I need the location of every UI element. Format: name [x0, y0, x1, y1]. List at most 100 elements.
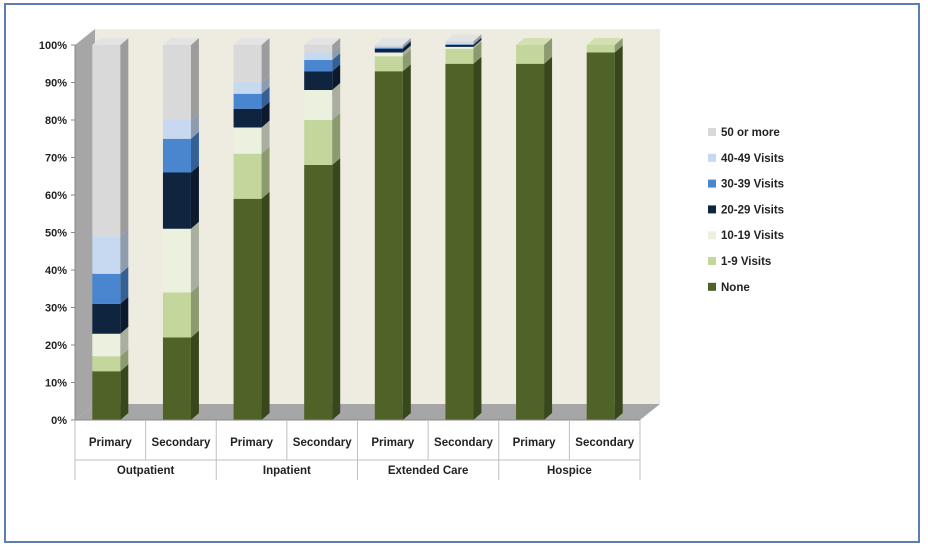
- bar-segment-front: [304, 71, 333, 90]
- bar-top: [92, 38, 129, 45]
- x-group-label: Inpatient: [263, 465, 311, 477]
- bar-segment-side: [473, 41, 482, 64]
- bar-segment-front: [162, 228, 191, 293]
- bar-segment-side: [261, 38, 270, 83]
- bar-segment: [233, 101, 270, 128]
- bar-segment-side: [332, 53, 341, 72]
- x-category-label: Secondary: [293, 437, 352, 449]
- x-axis: Primary Secondary Primary Secondary Primary S…: [74, 419, 641, 480]
- bar-segment-side: [120, 326, 129, 357]
- bar-segment-front: [516, 45, 545, 64]
- bar-segment-front: [304, 165, 333, 420]
- bar-segment: [445, 38, 482, 47]
- bar-segment-side: [190, 131, 199, 173]
- x-group-label: Outpatient: [117, 465, 175, 477]
- bar-segment: [92, 364, 129, 420]
- stacked-bar: [92, 38, 129, 420]
- x-category-label: Primary: [371, 437, 414, 449]
- bar-segment-side: [261, 191, 270, 420]
- stacked-bar: [162, 38, 199, 420]
- bar-segment-front: [233, 127, 262, 154]
- bar-segment: [233, 38, 270, 83]
- bar-segment-side: [120, 349, 129, 372]
- bar-segment: [445, 37, 482, 45]
- bar-segment-side: [332, 64, 341, 90]
- bar-segment: [92, 349, 129, 372]
- bar-top: [374, 38, 411, 45]
- bar-segment: [162, 131, 199, 173]
- chart-walls: [75, 29, 660, 420]
- legend-label: 1-9 Visits: [721, 256, 771, 268]
- bar-segment-side: [473, 37, 482, 45]
- bar-segment: [233, 120, 270, 154]
- legend-label: 10-19 Visits: [721, 230, 784, 242]
- bar-segment-front: [374, 46, 403, 48]
- bar-segment: [304, 53, 341, 72]
- bar-segment: [445, 34, 482, 44]
- bar-segment-front: [304, 120, 333, 165]
- bar-segment: [233, 146, 270, 199]
- bar-segment: [516, 38, 553, 64]
- legend-swatch: [708, 179, 716, 188]
- bar-top: [586, 38, 623, 45]
- bar-segment: [445, 41, 482, 64]
- legend-item: 30-39 Visits: [708, 179, 784, 191]
- bar-segment-side: [332, 113, 341, 165]
- legend-item: 1-9 Visits: [708, 256, 771, 268]
- bar-segment: [374, 41, 411, 53]
- legend-label: 50 or more: [721, 127, 780, 139]
- legend-item: 50 or more: [708, 127, 780, 139]
- bar-segment-front: [304, 52, 333, 60]
- bar-segment-front: [374, 71, 403, 420]
- bar-segment-front: [162, 45, 191, 120]
- bar-segment-front: [374, 47, 403, 49]
- legend-swatch: [708, 153, 716, 162]
- bar-segment: [374, 64, 411, 420]
- bar-segment-side: [473, 39, 482, 49]
- bar-segment-front: [304, 60, 333, 72]
- legend-item: 10-19 Visits: [708, 230, 784, 242]
- bar-segment: [162, 285, 199, 338]
- bar-segment-front: [233, 153, 262, 199]
- bar-segment: [374, 45, 411, 57]
- side-wall: [75, 29, 95, 420]
- bar-segment-front: [233, 108, 262, 128]
- bar-segment-side: [544, 38, 553, 64]
- x-group-label: Hospice: [547, 465, 592, 477]
- bar-segment-front: [233, 82, 262, 94]
- y-tick-label: 40%: [45, 265, 67, 277]
- bar-segment: [162, 165, 199, 229]
- bar-segment: [445, 56, 482, 420]
- legend-item: 40-49 Visits: [708, 153, 784, 165]
- bar-segment-front: [445, 46, 474, 49]
- y-tick-label: 50%: [45, 228, 67, 240]
- y-tick-label: 90%: [45, 78, 67, 90]
- bar-segment-side: [402, 38, 411, 47]
- bar-segment: [374, 39, 411, 48]
- bar-segment-side: [402, 41, 411, 53]
- legend-item: None: [708, 282, 750, 294]
- bar-segment: [162, 38, 199, 120]
- bar-segment-front: [92, 303, 121, 334]
- bar-segment: [92, 229, 129, 274]
- bar-segment-front: [92, 273, 121, 304]
- bar-segment-side: [332, 158, 341, 420]
- bar-segment-side: [120, 364, 129, 420]
- bar-segment: [304, 64, 341, 90]
- bar-segment-side: [332, 83, 341, 120]
- bar-segment: [304, 158, 341, 420]
- y-tick-label: 20%: [45, 340, 67, 352]
- bar-segment: [92, 326, 129, 357]
- bar-segment-side: [190, 113, 199, 139]
- bar-segment: [92, 266, 129, 304]
- bar-segment: [304, 113, 341, 165]
- bar-segment: [233, 75, 270, 94]
- bar-segment-front: [162, 172, 191, 229]
- bar-segment-side: [261, 120, 270, 154]
- bar-segment-front: [586, 52, 615, 420]
- bar-segment-front: [445, 63, 474, 420]
- bars: [92, 34, 623, 420]
- bar-segment: [304, 38, 341, 53]
- bar-segment-front: [516, 63, 545, 420]
- legend-item: 20-29 Visits: [708, 204, 784, 216]
